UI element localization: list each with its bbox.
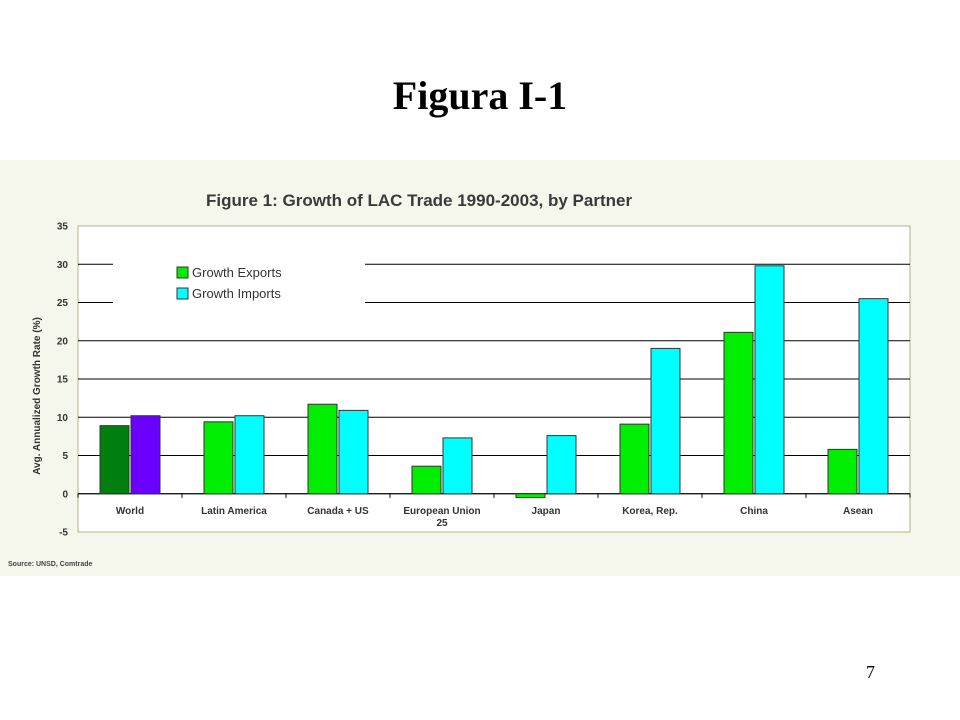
- x-category-label: Canada + US: [307, 506, 369, 517]
- x-category-label: Korea, Rep.: [622, 506, 678, 517]
- page-number: 7: [866, 662, 875, 682]
- bar-imports-latin-america: [234, 415, 265, 495]
- bar-exports-world: [99, 425, 130, 495]
- y-tick-label: 25: [57, 298, 69, 309]
- bar-imports-korea-rep: [650, 347, 681, 495]
- y-tick-label: -5: [59, 528, 68, 539]
- source-note: Source: UNSD, Comtrade: [8, 561, 93, 568]
- chart-title: Figure 1: Growth of LAC Trade 1990-2003,…: [206, 191, 632, 210]
- bar-exports-latin-america: [203, 421, 234, 495]
- x-category-label: Latin America: [201, 506, 267, 517]
- bar-imports-canada-us: [338, 409, 369, 495]
- bar-exports-canada-us: [307, 403, 338, 495]
- legend-label: Growth Imports: [192, 286, 281, 301]
- plot-area: -5 0 5 10 15 20 25 30 35 World Latin America Canada…: [57, 222, 911, 539]
- y-tick-label: 15: [57, 375, 69, 386]
- slide-title: Figura I-1: [392, 73, 568, 118]
- y-tick-label: 0: [62, 489, 68, 500]
- x-category-label: European Union: [403, 506, 480, 517]
- y-tick-label: 5: [62, 451, 68, 462]
- x-category-label: Japan: [532, 506, 561, 517]
- chart-figure: Figure 1: Growth of LAC Trade 1990-2003,…: [0, 160, 960, 576]
- bar-imports-asean: [858, 298, 889, 495]
- x-category-label: Asean: [843, 506, 873, 517]
- x-category-label: World: [116, 506, 144, 517]
- bar-exports-japan: [515, 493, 546, 499]
- bar-exports-china: [723, 331, 754, 495]
- y-axis-label: Avg. Annualized Growth Rate (%): [32, 317, 43, 475]
- bar-exports-asean: [827, 448, 858, 495]
- y-tick-label: 20: [57, 336, 69, 347]
- bar-imports-japan: [546, 435, 577, 495]
- legend-swatch: [176, 266, 189, 279]
- legend: Growth Exports Growth Imports: [176, 265, 282, 301]
- y-tick-label: 30: [57, 260, 69, 271]
- y-tick-label: 10: [57, 413, 69, 424]
- x-category-label: 25: [436, 518, 448, 529]
- bar-imports-world: [130, 415, 161, 495]
- bar-imports-china: [754, 265, 785, 495]
- bar-imports-european-union-25: [442, 437, 473, 495]
- y-tick-label: 35: [57, 222, 69, 233]
- legend-swatch: [176, 287, 189, 300]
- x-category-label: China: [740, 506, 768, 517]
- bar-chart: Figure 1: Growth of LAC Trade 1990-2003,…: [8, 191, 911, 568]
- bar-exports-european-union-25: [411, 465, 442, 495]
- legend-label: Growth Exports: [192, 265, 282, 280]
- bar-exports-korea-rep: [619, 423, 650, 495]
